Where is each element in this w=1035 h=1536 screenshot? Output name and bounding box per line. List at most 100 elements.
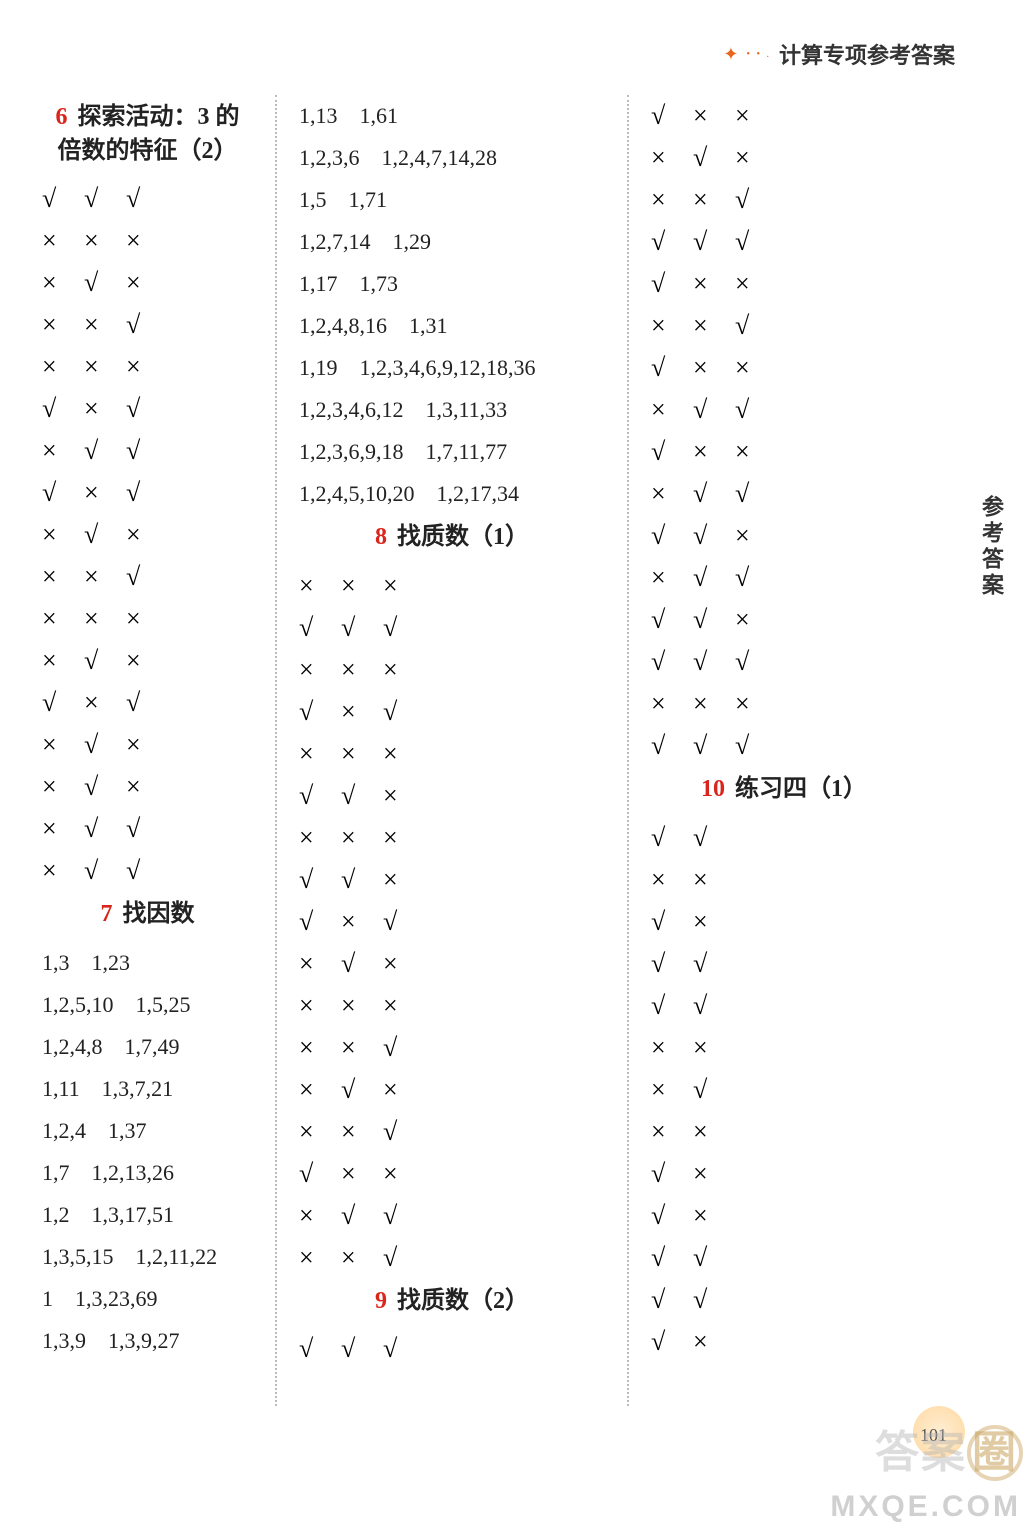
cross-icon: ×	[42, 430, 84, 472]
mark-row: √√	[647, 943, 921, 985]
mark-row: √√	[647, 817, 921, 859]
star-icon: ✦	[723, 44, 738, 65]
cross-icon: ×	[299, 565, 341, 607]
mark-row: ××	[647, 1027, 921, 1069]
cross-icon: ×	[693, 859, 735, 901]
section-7-num: 7	[101, 901, 113, 927]
cross-icon: ×	[299, 1237, 341, 1279]
text-row: 1,17 1,73	[295, 263, 609, 305]
cross-icon: ×	[341, 691, 383, 733]
cross-icon: ×	[651, 305, 693, 347]
check-icon: √	[126, 430, 168, 472]
cross-icon: ×	[126, 220, 168, 262]
cross-icon: ×	[299, 1027, 341, 1069]
text-row: 1,3,5,15 1,2,11,22	[38, 1236, 257, 1278]
check-icon: √	[651, 1237, 693, 1279]
cross-icon: ×	[693, 347, 735, 389]
check-icon: √	[651, 985, 693, 1027]
check-icon: √	[693, 389, 735, 431]
mark-row: ×√×	[295, 943, 609, 985]
check-icon: √	[299, 1328, 341, 1370]
text-row: 1,2,5,10 1,5,25	[38, 984, 257, 1026]
mark-row: √×√	[38, 472, 257, 514]
text-row: 1,2,4 1,37	[38, 1110, 257, 1152]
mark-row: √√√	[647, 641, 921, 683]
section-7-text: 找因数	[123, 901, 195, 927]
cross-icon: ×	[735, 137, 777, 179]
mark-row: √××	[295, 1153, 609, 1195]
cross-icon: ×	[735, 683, 777, 725]
section-9-marks: √√√	[295, 1328, 609, 1370]
section-7-title: 7 找因数	[38, 898, 257, 932]
check-icon: √	[42, 682, 84, 724]
cross-icon: ×	[341, 1153, 383, 1195]
check-icon: √	[383, 901, 425, 943]
check-icon: √	[42, 178, 84, 220]
cross-icon: ×	[299, 817, 341, 859]
cross-icon: ×	[126, 640, 168, 682]
section-9-text: 找质数（2）	[397, 1288, 529, 1314]
mark-row: ×√√	[647, 557, 921, 599]
cross-icon: ×	[341, 817, 383, 859]
cross-icon: ×	[341, 985, 383, 1027]
cross-icon: ×	[42, 850, 84, 892]
text-row: 1 1,3,23,69	[38, 1278, 257, 1320]
mark-row: ××√	[295, 1237, 609, 1279]
mark-row: √√×	[647, 515, 921, 557]
cross-icon: ×	[651, 557, 693, 599]
section-6-num: 6	[56, 104, 68, 130]
check-icon: √	[341, 607, 383, 649]
mark-row: ×√×	[38, 262, 257, 304]
mark-row: √√×	[295, 775, 609, 817]
cross-icon: ×	[383, 565, 425, 607]
check-icon: √	[299, 691, 341, 733]
section-10-marks: √√××√×√√√√×××√××√×√×√√√√√×	[647, 817, 921, 1363]
cross-icon: ×	[735, 263, 777, 305]
check-icon: √	[651, 431, 693, 473]
check-icon: √	[84, 514, 126, 556]
section-6-marks: √√√××××√×××√×××√×√×√√√×√×√×××√××××√×√×√×…	[38, 178, 257, 892]
check-icon: √	[693, 1237, 735, 1279]
cross-icon: ×	[693, 431, 735, 473]
mark-row: ×√√	[647, 389, 921, 431]
mark-row: ×√×	[38, 640, 257, 682]
check-icon: √	[341, 775, 383, 817]
check-icon: √	[126, 178, 168, 220]
mark-row: ×√×	[38, 766, 257, 808]
text-row: 1,2,7,14 1,29	[295, 221, 609, 263]
check-icon: √	[693, 1279, 735, 1321]
check-icon: √	[341, 1328, 383, 1370]
cross-icon: ×	[693, 95, 735, 137]
cross-icon: ×	[84, 220, 126, 262]
section-9-title: 9找质数（2）	[295, 1285, 609, 1319]
mark-row: √××	[647, 95, 921, 137]
cross-icon: ×	[383, 1069, 425, 1111]
text-row: 1,2,4,8,16 1,31	[295, 305, 609, 347]
text-row: 1,2,3,6,9,18 1,7,11,77	[295, 431, 609, 473]
check-icon: √	[299, 775, 341, 817]
cross-icon: ×	[651, 179, 693, 221]
cross-icon: ×	[735, 95, 777, 137]
mark-row: √√√	[295, 607, 609, 649]
check-icon: √	[383, 1027, 425, 1069]
check-icon: √	[693, 599, 735, 641]
check-icon: √	[651, 943, 693, 985]
mark-row: ××√	[38, 556, 257, 598]
text-row: 1,2 1,3,17,51	[38, 1194, 257, 1236]
mark-row: √√√	[647, 221, 921, 263]
check-icon: √	[299, 1153, 341, 1195]
cross-icon: ×	[735, 599, 777, 641]
check-icon: √	[693, 985, 735, 1027]
mark-row: √√×	[647, 599, 921, 641]
mark-row: √×	[647, 1321, 921, 1363]
mark-row: ×√√	[647, 473, 921, 515]
check-icon: √	[735, 221, 777, 263]
cross-icon: ×	[693, 1027, 735, 1069]
cross-icon: ×	[126, 724, 168, 766]
mark-row: ×√×	[38, 724, 257, 766]
check-icon: √	[126, 556, 168, 598]
mark-row: √√√	[295, 1328, 609, 1370]
check-icon: √	[651, 347, 693, 389]
check-icon: √	[341, 859, 383, 901]
mark-row: √√	[647, 1279, 921, 1321]
